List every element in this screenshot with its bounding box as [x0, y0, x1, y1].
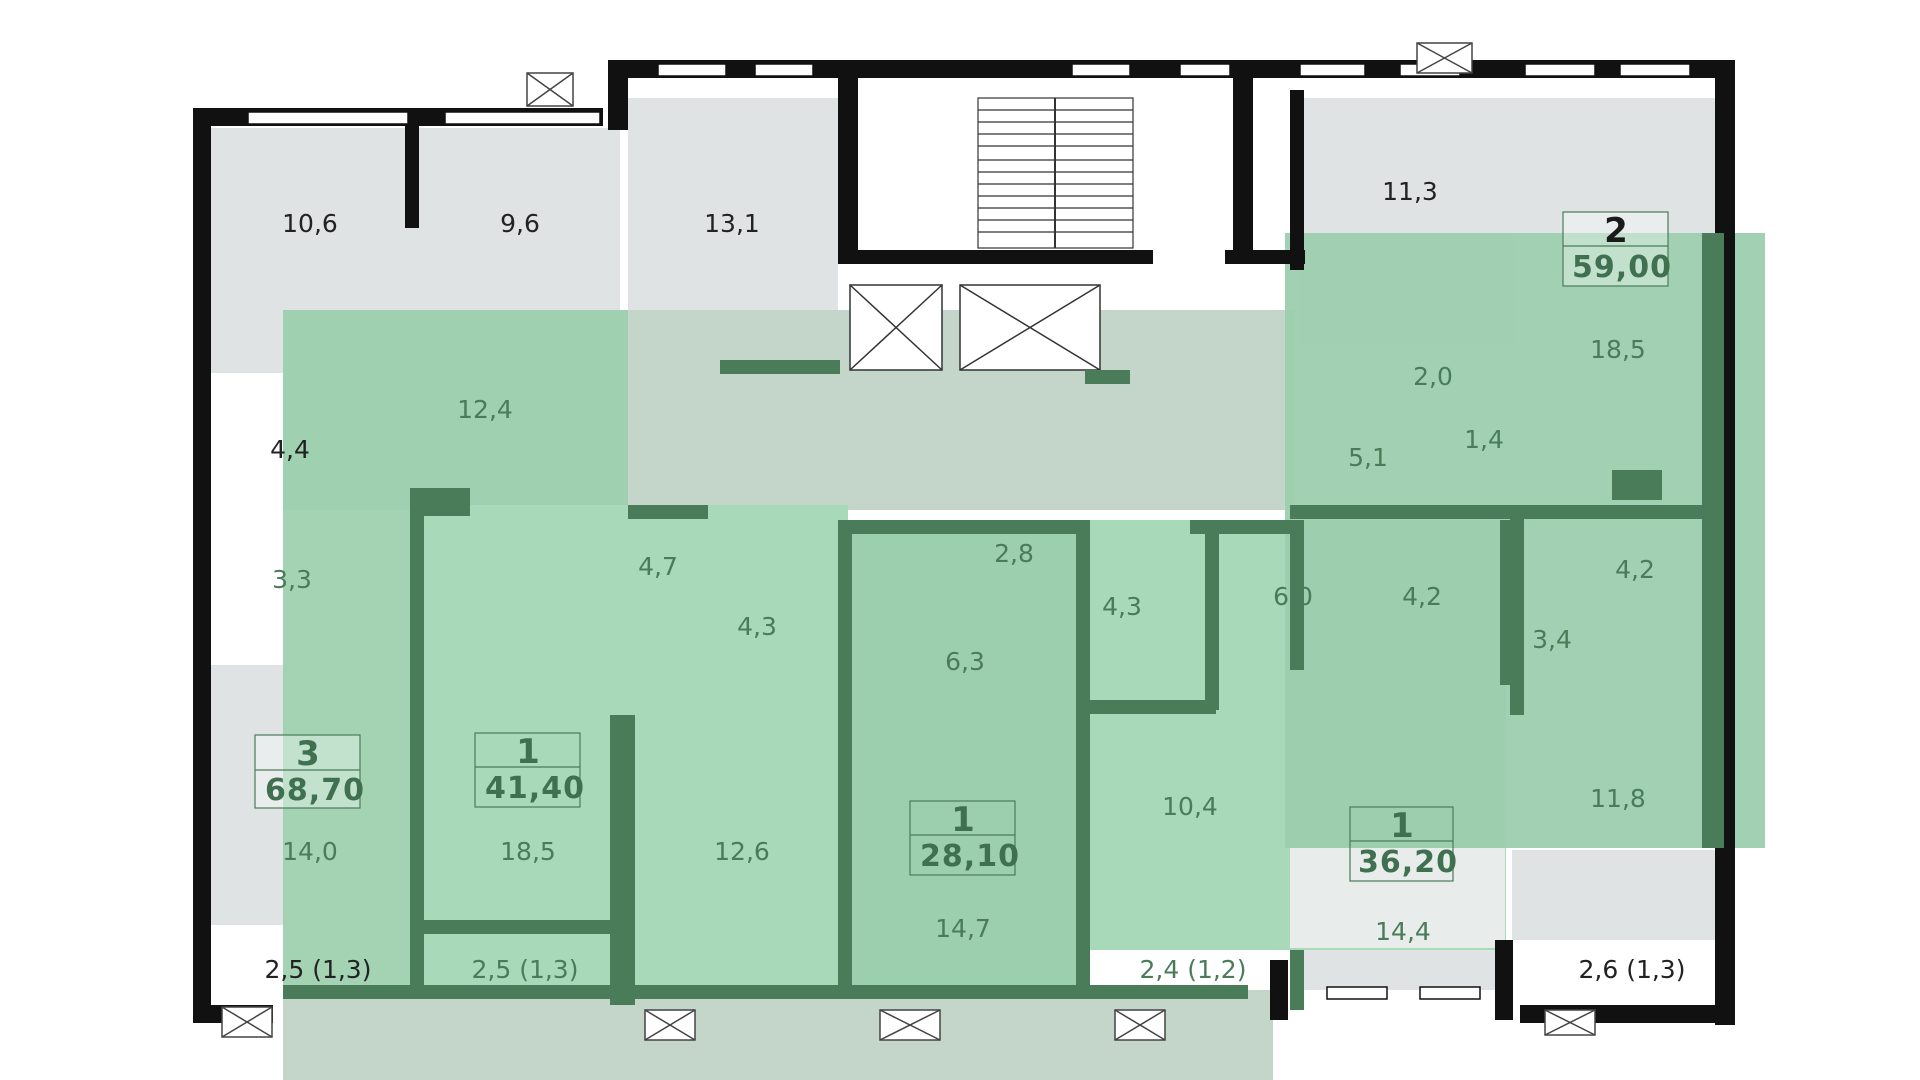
room-area-label: 1,4 — [1464, 425, 1504, 454]
room-area-label: 4,4 — [270, 435, 310, 464]
apartment-total-area: 28,10 — [920, 839, 1020, 874]
apartment-total-area: 41,40 — [485, 771, 585, 806]
apartment-rooms-count: 1 — [951, 800, 975, 840]
room-area-label: 4,2 — [1615, 555, 1655, 584]
room-area-label: 13,1 — [704, 209, 760, 238]
apartment-tag-2[interactable]: 2 59,00 — [1562, 211, 1672, 287]
apartment-rooms-count: 3 — [296, 734, 320, 774]
room-area-label: 3,3 — [272, 565, 312, 594]
apartment-tag-1c[interactable]: 1 36,20 — [1349, 806, 1458, 882]
apartment-total-area: 36,20 — [1358, 845, 1458, 880]
room-area-label: 5,1 — [1348, 443, 1388, 472]
room-area-label: 18,5 — [1590, 335, 1646, 364]
room-area-label: 6,3 — [945, 647, 985, 676]
room-area-label: 11,8 — [1590, 784, 1646, 813]
room-area-label: 14,0 — [282, 837, 338, 866]
apartment-tag-1a[interactable]: 1 41,40 — [474, 732, 585, 808]
balcony-area-label: 2,4 (1,2) — [1140, 955, 1247, 984]
apartment-2-overlay — [1285, 233, 1765, 848]
room-area-label: 2,0 — [1413, 362, 1453, 391]
room-area-label: 10,6 — [282, 209, 338, 238]
apartment-tag-3[interactable]: 3 68,70 — [254, 734, 365, 809]
balcony-area-label: 2,6 (1,3) — [1579, 955, 1686, 984]
room-area-label: 10,4 — [1162, 792, 1218, 821]
balcony-area-label: 2,5 (1,3) — [472, 955, 579, 984]
apartment-rooms-count: 2 — [1604, 211, 1628, 251]
apartment-rooms-count: 1 — [1390, 806, 1414, 846]
room-area-label: 4,2 — [1402, 582, 1442, 611]
windows — [247, 63, 1691, 1000]
apartment-total-area: 68,70 — [265, 773, 365, 808]
staircase — [977, 97, 1134, 249]
elevators — [849, 284, 1101, 371]
apartment-rooms-count: 1 — [516, 732, 540, 772]
room-area-label: 6,0 — [1273, 582, 1313, 611]
lower-corridor-overlay — [283, 990, 1273, 1080]
room-area-label: 11,3 — [1382, 177, 1438, 206]
interior-walls — [283, 233, 1724, 1010]
room-area-label: 9,6 — [500, 209, 540, 238]
balcony-area-label: 2,5 (1,3) — [265, 955, 372, 984]
room-area-label: 12,6 — [714, 837, 770, 866]
apartment-tag-1b[interactable]: 1 28,10 — [909, 800, 1020, 876]
room-area-label: 4,3 — [1102, 592, 1142, 621]
room-area-label: 14,7 — [935, 914, 991, 943]
apartment-1b-overlay — [848, 520, 1076, 985]
balcony-labels: 2,5 (1,3) 2,5 (1,3) 2,4 (1,2) 2,6 (1,3) — [265, 955, 1686, 984]
highlight-overlays — [283, 233, 1765, 1080]
room-area-label: 18,5 — [500, 837, 556, 866]
right-balcony-overlay — [1290, 848, 1505, 948]
apartment-total-area: 59,00 — [1572, 250, 1672, 285]
room-area-label: 2,8 — [994, 539, 1034, 568]
room-area-label: 4,3 — [737, 612, 777, 641]
room-area-label: 14,4 — [1375, 917, 1431, 946]
balcony-vents — [221, 42, 1596, 1041]
room-area-label: 3,4 — [1532, 625, 1572, 654]
room-labels: 10,6 9,6 13,1 11,3 18,5 12,4 4,4 3,3 2,0… — [270, 177, 1655, 946]
room-area-label: 4,7 — [638, 552, 678, 581]
room-area-label: 12,4 — [457, 395, 513, 424]
room-fills — [205, 98, 1722, 990]
